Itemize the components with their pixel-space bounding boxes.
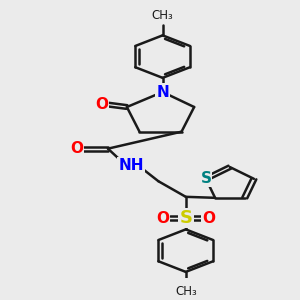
Text: O: O — [70, 141, 83, 156]
Text: S: S — [200, 171, 211, 186]
Text: NH: NH — [118, 158, 144, 173]
Text: CH₃: CH₃ — [175, 286, 196, 298]
Text: O: O — [202, 211, 215, 226]
Text: O: O — [95, 97, 108, 112]
Text: N: N — [156, 85, 169, 100]
Text: O: O — [156, 211, 169, 226]
Text: S: S — [179, 209, 192, 227]
Text: CH₃: CH₃ — [152, 9, 173, 22]
